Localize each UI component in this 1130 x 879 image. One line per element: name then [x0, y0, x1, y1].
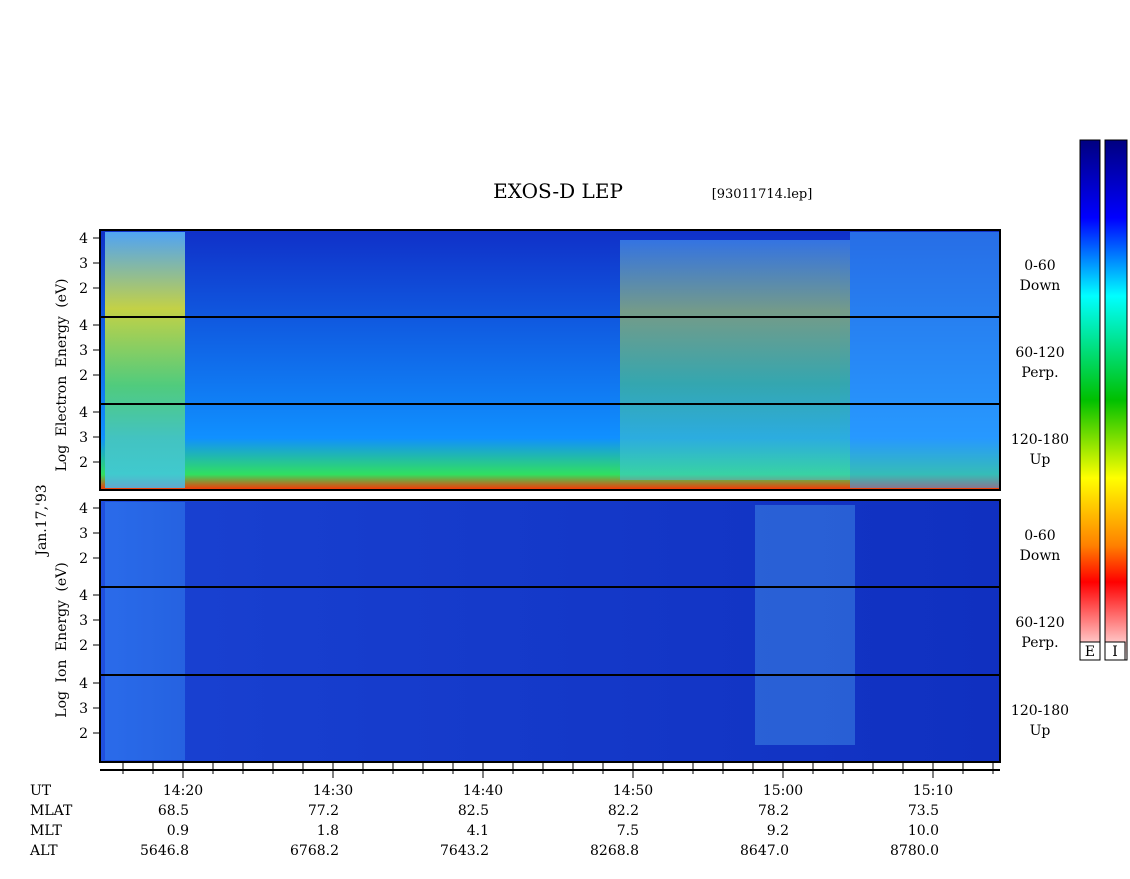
orbit-value: 1.8: [317, 823, 339, 839]
orbit-value: 82.2: [608, 803, 639, 819]
frame: [99, 499, 1001, 763]
orbit-value: 9.2: [767, 823, 789, 839]
orbit-value: 6768.2: [290, 843, 339, 859]
ion-burst: [105, 502, 185, 760]
orbit-value: 73.5: [908, 803, 939, 819]
row-name: MLT: [30, 823, 62, 839]
orbit-value: 8780.0: [890, 843, 939, 859]
orbit-value: 7643.2: [440, 843, 489, 859]
panel-label: Up: [1030, 723, 1051, 739]
y-tick-label: 3: [79, 613, 88, 629]
y-tick-label: 2: [79, 455, 88, 471]
y-tick-label: 3: [79, 701, 88, 717]
y-tick-label: 2: [79, 368, 88, 384]
orbit-value: 78.2: [758, 803, 789, 819]
time-label: 14:40: [463, 783, 503, 799]
date: Jan.17,'93: [34, 484, 50, 557]
title: EXOS-D LEP: [493, 179, 623, 203]
axis-label: Log Ion Energy (eV): [54, 562, 70, 717]
orbit-value: 4.1: [467, 823, 489, 839]
spectrograms: [99, 229, 1001, 771]
y-tick-label: 4: [79, 231, 88, 247]
colorbar: [1079, 139, 1101, 661]
panel-label: Up: [1030, 452, 1051, 468]
panel-label: 120-180: [1011, 432, 1069, 448]
panel-label: Perp.: [1021, 365, 1058, 381]
panel-label: 60-120: [1015, 615, 1064, 631]
row-name: MLAT: [30, 803, 73, 819]
y-tick-label: 4: [79, 588, 88, 604]
panel-label: 0-60: [1024, 258, 1055, 274]
y-tick-label: 4: [79, 405, 88, 421]
colorbar: [1104, 139, 1128, 661]
orbit-value: 5646.8: [140, 843, 189, 859]
panel-label: Down: [1020, 278, 1061, 294]
row-name: UT: [30, 783, 52, 799]
orbit-value: 8268.8: [590, 843, 639, 859]
orbit-value: 77.2: [308, 803, 339, 819]
axis-label: Log Electron Energy (eV): [54, 278, 70, 471]
orbit-value: 8647.0: [740, 843, 789, 859]
panel-label: 120-180: [1011, 703, 1069, 719]
y-tick-label: 3: [79, 430, 88, 446]
ion-burst: [755, 505, 855, 745]
time-label: 14:20: [163, 783, 203, 799]
y-tick-label: 4: [79, 676, 88, 692]
electron-burst: [105, 232, 185, 488]
orbit-value: 7.5: [617, 823, 639, 839]
electron-burst: [850, 232, 1000, 488]
electron-burst: [620, 240, 850, 480]
orbit-value: 68.5: [158, 803, 189, 819]
time-label: 15:00: [763, 783, 803, 799]
y-tick-label: 4: [79, 318, 88, 334]
time-label: 14:30: [313, 783, 353, 799]
panel-label: 60-120: [1015, 345, 1064, 361]
row-name: ALT: [29, 843, 58, 859]
panel-label: 0-60: [1024, 528, 1055, 544]
panel-label: Down: [1020, 548, 1061, 564]
y-tick-label: 2: [79, 281, 88, 297]
ion-spectrogram: [100, 500, 1000, 762]
y-tick-label: 3: [79, 343, 88, 359]
y-tick-label: 2: [79, 726, 88, 742]
y-tick-label: 3: [79, 526, 88, 542]
orbit-value: 82.5: [458, 803, 489, 819]
y-tick-label: 3: [79, 256, 88, 272]
colorbar-label: I: [1112, 644, 1118, 660]
y-tick-label: 2: [79, 551, 88, 567]
y-tick-label: 4: [79, 501, 88, 517]
panel-label: Perp.: [1021, 635, 1058, 651]
orbit-value: 0.9: [167, 823, 189, 839]
frame: [99, 229, 1001, 491]
file-name: [93011714.lep]: [712, 187, 813, 202]
colorbar-label-box: [1104, 641, 1126, 661]
time-label: 15:10: [913, 783, 953, 799]
y-tick-label: 2: [79, 638, 88, 654]
colorbar-label: E: [1085, 644, 1095, 660]
orbit-value: 10.0: [908, 823, 939, 839]
time-label: 14:50: [613, 783, 653, 799]
colorbar-label-box: [1079, 641, 1101, 661]
